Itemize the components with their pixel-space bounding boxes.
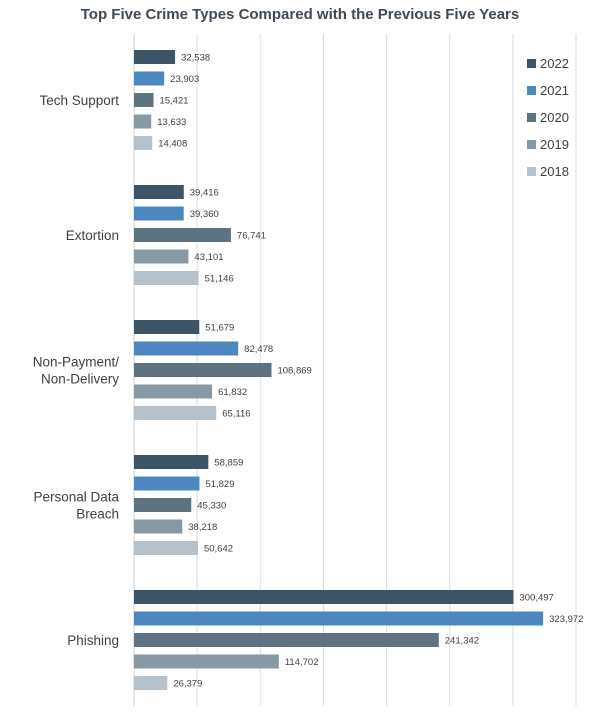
bar-2019 (134, 519, 183, 534)
data-label: 61,832 (218, 387, 247, 398)
category-label: Phishing (67, 633, 119, 648)
data-label: 241,342 (445, 636, 479, 647)
bar-2022 (134, 185, 184, 199)
data-labels: 32,538 23,903 15,421 13,633 14,408 39,416 39,3… (157, 53, 583, 690)
data-label: 323,972 (549, 614, 583, 625)
bars (134, 50, 544, 690)
data-label: 14,408 (158, 139, 187, 150)
category-label: Personal Data (33, 490, 119, 505)
bar-2018 (134, 541, 198, 555)
bar-2021 (134, 206, 184, 221)
data-label: 300,497 (519, 593, 553, 604)
bar-2018 (134, 676, 168, 690)
bar-2019 (134, 249, 189, 264)
legend: 2022 2021 2020 2019 2018 (527, 56, 569, 179)
category-label: Non-Delivery (41, 372, 119, 387)
data-label: 50,642 (204, 544, 233, 555)
data-label: 23,903 (170, 74, 199, 85)
bar-2020 (134, 228, 231, 242)
data-label: 39,416 (190, 188, 219, 199)
bar-2019 (134, 114, 152, 129)
bar-2021 (134, 611, 544, 626)
data-label: 76,741 (237, 231, 266, 242)
data-label: 15,421 (159, 96, 188, 107)
bar-2021 (134, 71, 165, 86)
bar-2020 (134, 633, 439, 647)
legend-label: 2020 (540, 110, 569, 125)
data-label: 108,869 (277, 366, 311, 377)
bar-2020 (134, 93, 154, 107)
category-label: Breach (76, 507, 119, 522)
bar-2018 (134, 271, 199, 285)
bar-2020 (134, 363, 272, 377)
legend-swatch-2021 (527, 86, 536, 95)
bar-2018 (134, 406, 217, 420)
category-label: Extortion (66, 228, 119, 243)
data-label: 43,101 (194, 252, 223, 263)
data-label: 51,829 (205, 479, 234, 490)
data-label: 51,146 (205, 274, 234, 285)
bar-2022 (134, 50, 176, 64)
bar-2022 (134, 455, 209, 469)
data-label: 45,330 (197, 501, 226, 512)
legend-label: 2021 (540, 83, 569, 98)
legend-label: 2022 (540, 56, 569, 71)
data-label: 58,859 (214, 458, 243, 469)
category-label: Non-Payment/ (33, 355, 120, 370)
data-label: 65,116 (222, 409, 250, 420)
bar-2021 (134, 341, 239, 356)
chart-title: Top Five Crime Types Compared with the P… (80, 6, 520, 23)
data-label: 38,218 (188, 522, 217, 533)
bar-2021 (134, 476, 200, 491)
bar-2022 (134, 320, 200, 334)
bar-2020 (134, 498, 192, 512)
bar-2022 (134, 590, 514, 604)
legend-label: 2019 (540, 137, 569, 152)
data-label: 82,478 (244, 344, 273, 355)
category-label: Tech Support (39, 93, 119, 108)
legend-swatch-2022 (527, 59, 536, 68)
bar-2019 (134, 384, 213, 399)
legend-label: 2018 (540, 164, 569, 179)
data-label: 39,360 (190, 209, 219, 220)
bar-2018 (134, 136, 153, 150)
legend-swatch-2020 (527, 113, 536, 122)
legend-swatch-2019 (527, 140, 536, 149)
data-label: 114,702 (285, 657, 319, 668)
data-label: 26,379 (173, 679, 202, 690)
bar-2019 (134, 654, 279, 669)
data-label: 51,679 (205, 323, 234, 334)
legend-swatch-2018 (527, 167, 536, 176)
data-label: 32,538 (181, 53, 210, 64)
data-label: 13,633 (157, 117, 186, 128)
category-labels: Tech Support Extortion Non-Payment/Non-Del… (33, 93, 120, 648)
